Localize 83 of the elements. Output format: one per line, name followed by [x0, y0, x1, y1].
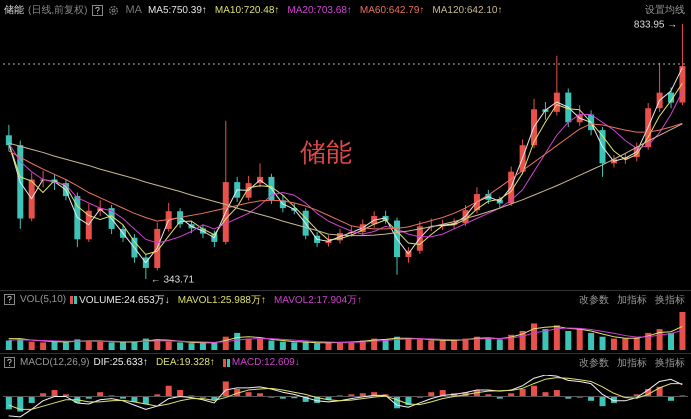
bar [496, 339, 503, 350]
chart-title: MACD(12,26,9) [20, 357, 90, 368]
bar [622, 338, 628, 350]
bar [531, 386, 538, 396]
bar [542, 392, 548, 396]
text: DEA:19.328↑ [156, 357, 215, 368]
bar [668, 396, 674, 401]
bar [97, 392, 104, 396]
bar [166, 386, 172, 396]
legend-title: MA [125, 4, 142, 16]
text: MA60:642.79↑ [360, 4, 424, 16]
text: MAVOL2:17.904万↑ [274, 294, 362, 306]
text: 换指标 [655, 356, 685, 370]
text: 加指标 [617, 356, 647, 370]
bar [645, 332, 652, 350]
bar [600, 396, 606, 406]
bar [600, 336, 606, 350]
chart-subtitle: (日线,前复权) [28, 4, 88, 17]
annotation: 储能 [300, 136, 352, 169]
text: MA20:703.68↑ [287, 4, 352, 16]
text: MA10:720.48↑ [214, 4, 280, 16]
legend-label: VOLUME:24.653万↓ [79, 294, 170, 306]
bar [177, 342, 184, 350]
text: MA120:642.10↑ [432, 4, 502, 16]
bar [268, 340, 274, 350]
bar [97, 342, 104, 350]
bar [405, 338, 412, 350]
bar [200, 343, 206, 350]
bar [610, 338, 617, 350]
bar [565, 331, 572, 350]
bar [634, 338, 640, 350]
chart-title: VOL(5,10) [20, 294, 66, 305]
bar [542, 329, 548, 350]
bar [257, 338, 264, 350]
bar [428, 392, 434, 396]
bar [668, 332, 674, 350]
bar [28, 342, 35, 350]
bar [211, 342, 218, 350]
text: MA5:750.39↑ [148, 4, 207, 16]
bar [6, 340, 12, 350]
chart-title: 储能 [4, 4, 24, 17]
bar [52, 342, 58, 350]
bar [554, 390, 560, 396]
bar [416, 339, 423, 350]
bar [588, 396, 594, 401]
bar [531, 323, 538, 350]
bar [302, 342, 309, 350]
legend-label: MACD:12.609↓ [232, 357, 300, 368]
text: 加指标 [617, 294, 647, 306]
bar [108, 342, 115, 350]
text: MAVOL1:25.988万↑ [178, 294, 266, 306]
bar [485, 338, 492, 350]
bar [336, 342, 343, 350]
bar [40, 342, 46, 350]
bar [520, 388, 526, 396]
bar [291, 342, 298, 350]
bar [440, 340, 446, 350]
text: 改参数 [579, 356, 609, 370]
bar [28, 396, 35, 403]
bar [166, 342, 172, 350]
text: DIF:25.633↑ [93, 357, 148, 368]
bar [679, 312, 686, 350]
bar [656, 329, 663, 350]
text: 设置均线 [645, 4, 685, 17]
bar [554, 325, 560, 350]
bar [428, 340, 434, 350]
bar [246, 338, 252, 350]
bar [177, 390, 184, 396]
text: 换指标 [655, 294, 685, 306]
bar [6, 396, 12, 410]
bar [246, 392, 252, 396]
bar [314, 343, 320, 350]
text: 改参数 [579, 294, 609, 306]
bar [62, 342, 69, 350]
bar [576, 329, 583, 350]
bar [52, 390, 58, 396]
bar [120, 342, 126, 350]
bar [588, 332, 594, 350]
bar [280, 342, 286, 350]
bar [188, 343, 195, 350]
annotation: ← 343.71 [150, 274, 195, 286]
bar [451, 340, 458, 350]
annotation: 833.95 → [634, 20, 678, 31]
